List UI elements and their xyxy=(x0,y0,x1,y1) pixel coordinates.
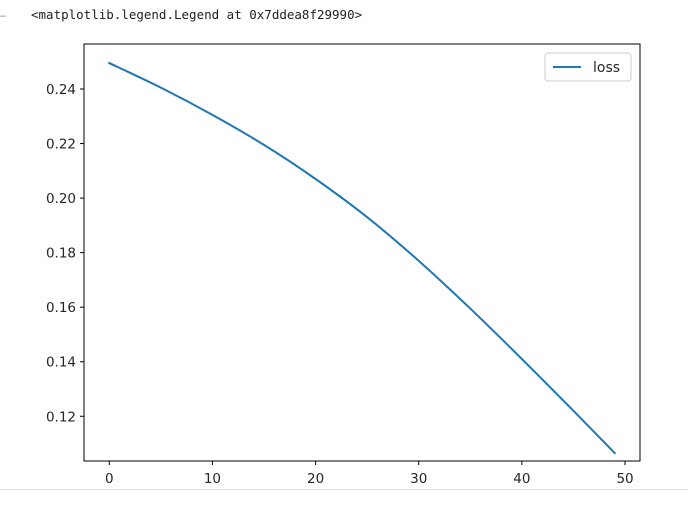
x-axis: 0 10 20 30 40 50 xyxy=(105,461,634,487)
y-tick-label: 0.20 xyxy=(46,191,76,207)
legend-box xyxy=(544,52,632,82)
series-line-loss xyxy=(107,61,617,455)
cell-output-text: <matplotlib.legend.Legend at 0x7ddea8f29… xyxy=(31,7,363,22)
x-tick-label: 10 xyxy=(204,471,221,487)
legend: loss xyxy=(544,52,632,82)
y-tick-label: 0.14 xyxy=(46,355,76,371)
y-axis: 0.12 0.14 0.16 0.18 0.20 0.22 0.24 xyxy=(46,82,84,425)
y-tick-label: 0.16 xyxy=(46,300,76,316)
y-tick-label: 0.18 xyxy=(46,246,76,262)
x-tick-label: 0 xyxy=(105,471,114,487)
cell-prompt-ellipsis[interactable]: … xyxy=(0,9,8,20)
loss-chart: 0.12 0.14 0.16 0.18 0.20 0.22 0.24 0 10 20 30 40 50… xyxy=(46,43,641,487)
legend-label-loss: loss xyxy=(593,60,620,76)
y-tick-label: 0.12 xyxy=(46,409,76,425)
x-tick-label: 30 xyxy=(410,471,427,487)
x-tick-label: 40 xyxy=(513,471,530,487)
y-tick-label: 0.22 xyxy=(46,137,76,153)
plot-area xyxy=(107,61,617,455)
cell-divider xyxy=(0,489,688,490)
y-tick-label: 0.24 xyxy=(46,82,76,98)
x-tick-label: 50 xyxy=(616,471,633,487)
axes-frame xyxy=(83,43,641,462)
x-tick-label: 20 xyxy=(307,471,324,487)
